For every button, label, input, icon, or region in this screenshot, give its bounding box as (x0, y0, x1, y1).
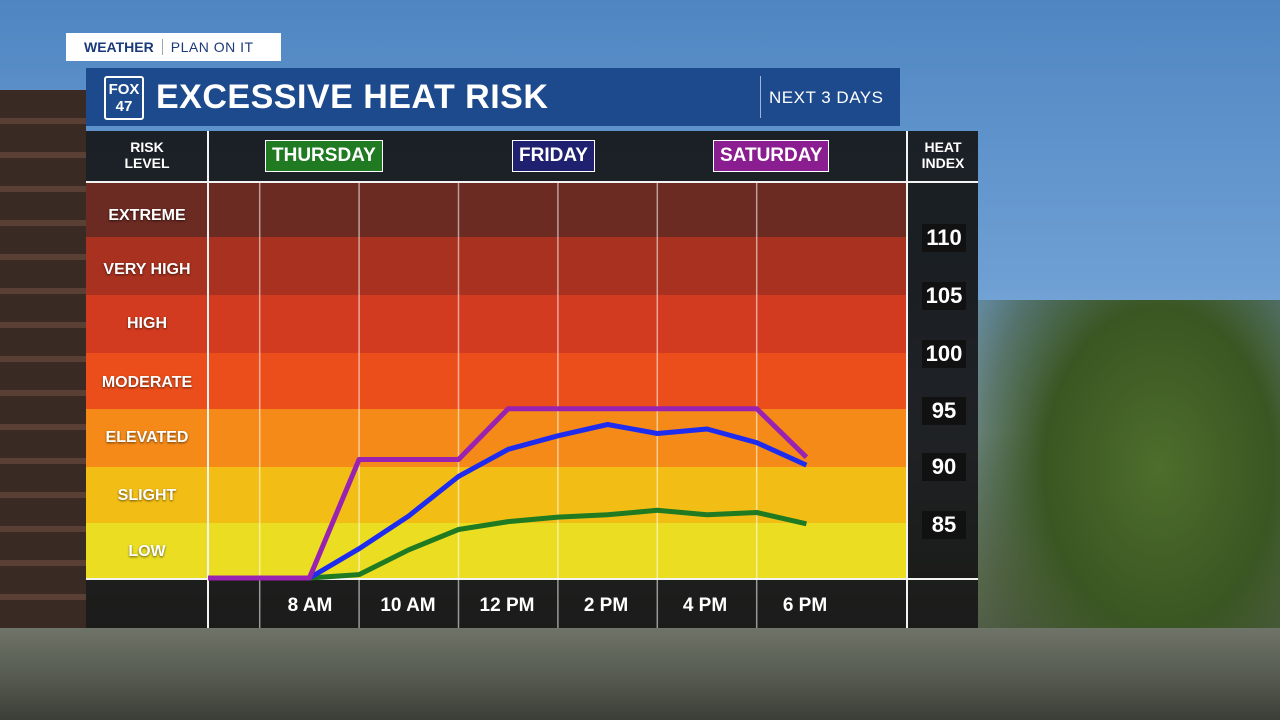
risk-level-header: RISK LEVEL (86, 139, 208, 171)
plot-svg (208, 183, 809, 628)
background-street (0, 628, 1280, 720)
footer-divider (86, 578, 978, 580)
title-divider (760, 76, 761, 118)
risk-label-elevated: ELEVATED (105, 429, 189, 446)
logo-line1: FOX (108, 81, 140, 98)
x-tick-2pm: 2 PM (583, 595, 629, 616)
risk-label-moderate: MODERATE (101, 374, 193, 391)
heat-index-header: HEAT INDEX (908, 139, 978, 171)
heat-tick-95: 95 (922, 397, 966, 425)
x-tick-6pm: 6 PM (782, 595, 828, 616)
band-extreme (86, 183, 906, 237)
legend-friday: FRIDAY (512, 140, 595, 172)
x-tick-4pm: 4 PM (682, 595, 728, 616)
heat-tick-85: 85 (922, 511, 966, 539)
heat-tick-105: 105 (922, 282, 966, 310)
heat-header-line2: INDEX (921, 155, 965, 171)
title-bar: FOX 47 EXCESSIVE HEAT RISK NEXT 3 DAYS (86, 68, 900, 126)
risk-header-line1: RISK (130, 139, 164, 155)
series-line-friday (308, 422, 808, 581)
heat-column-divider (906, 131, 908, 628)
brand-tagline: PLAN ON IT (170, 39, 254, 55)
heat-tick-110: 110 (922, 224, 966, 252)
header-divider (86, 181, 978, 183)
x-tick-10am: 10 AM (380, 595, 436, 616)
risk-label-very-high: VERY HIGH (103, 261, 191, 278)
x-tick-8am: 8 AM (287, 595, 333, 616)
background-building (0, 90, 86, 720)
page-subtitle: NEXT 3 DAYS (769, 88, 884, 107)
series-line-saturday (208, 406, 809, 581)
legend-thursday: THURSDAY (265, 140, 383, 172)
x-tick-12pm: 12 PM (479, 595, 535, 616)
logo-line2: 47 (115, 98, 133, 115)
legend-saturday: SATURDAY (713, 140, 830, 172)
band-high (86, 295, 906, 353)
series-line-thursday (309, 507, 807, 581)
risk-label-low: LOW (128, 543, 166, 560)
brand-tag: WEATHER PLAN ON IT (66, 33, 281, 61)
band-moderate (86, 353, 906, 409)
heat-tick-100: 100 (922, 340, 966, 368)
risk-label-extreme: EXTREME (108, 207, 186, 224)
risk-label-high: HIGH (127, 315, 167, 332)
page-title: EXCESSIVE HEAT RISK (156, 78, 549, 116)
heat-header-line1: HEAT (924, 139, 962, 155)
band-very-high (86, 237, 906, 295)
chart-panel: RISK LEVEL HEAT INDEX THURSDAY FRIDAY SA… (86, 131, 978, 628)
fox47-logo: FOX 47 (104, 76, 144, 120)
risk-header-line2: LEVEL (124, 155, 170, 171)
risk-label-slight: SLIGHT (117, 487, 177, 504)
risk-column-divider (207, 131, 209, 628)
band-low (86, 523, 906, 578)
heat-tick-90: 90 (922, 453, 966, 481)
brand-weather: WEATHER (66, 39, 163, 55)
